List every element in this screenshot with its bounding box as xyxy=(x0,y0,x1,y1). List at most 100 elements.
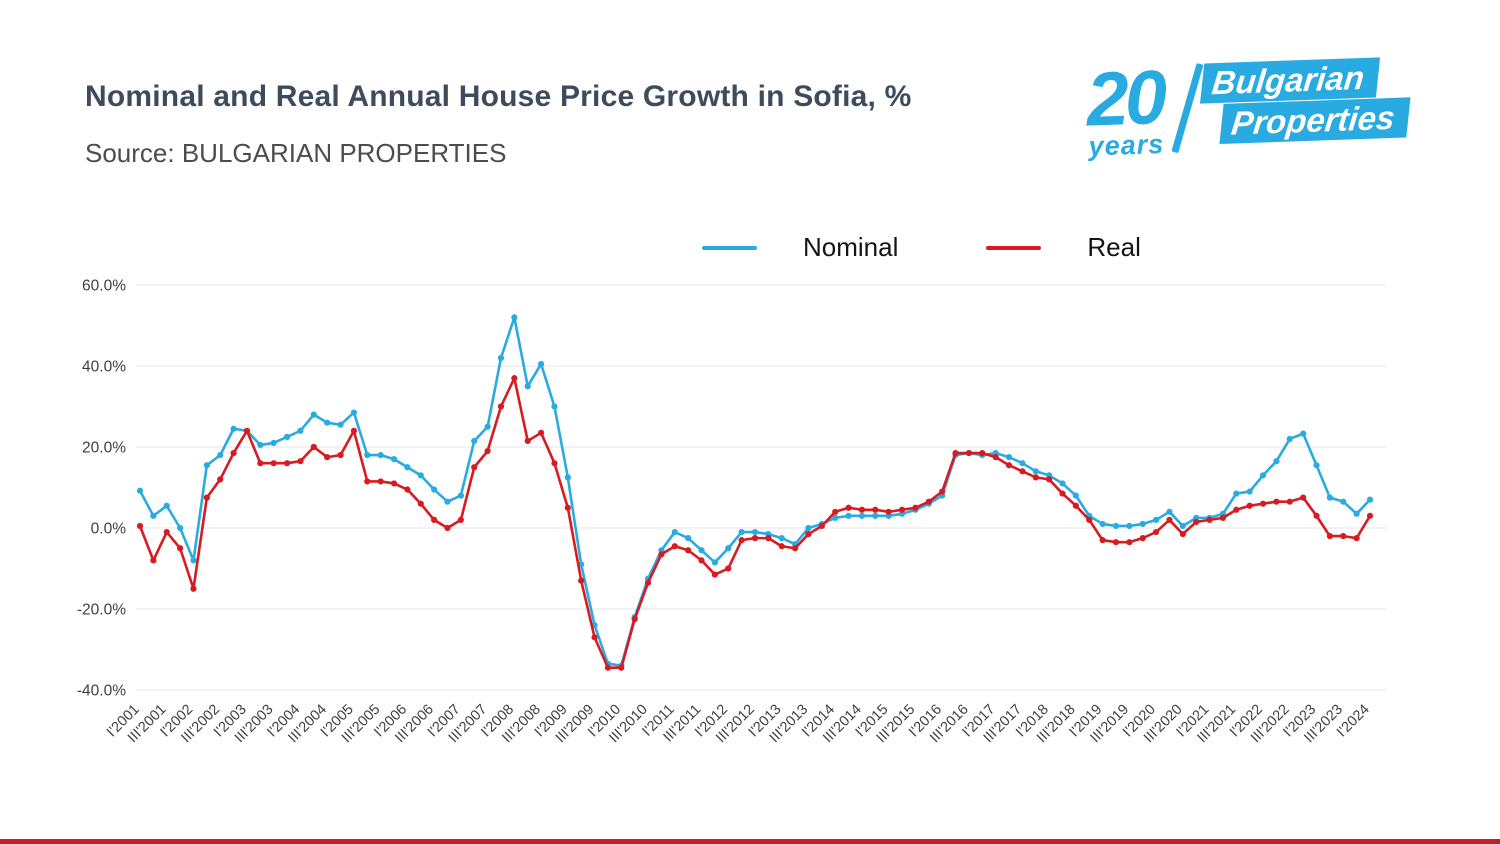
data-point-nominal xyxy=(1179,522,1186,530)
bottom-accent-bar xyxy=(0,839,1500,844)
y-tick-label: 60.0% xyxy=(82,278,126,295)
data-point-real xyxy=(230,449,237,457)
legend-item-real: Real xyxy=(986,232,1141,263)
data-point-real xyxy=(1005,462,1013,469)
data-point-real xyxy=(297,458,304,465)
data-point-nominal xyxy=(832,514,839,521)
data-point-nominal xyxy=(698,547,705,554)
data-point-real xyxy=(1233,506,1240,513)
data-point-real xyxy=(751,535,759,542)
data-point-real xyxy=(444,524,451,532)
data-point-real xyxy=(925,498,932,505)
data-point-nominal xyxy=(364,452,371,459)
data-point-nominal xyxy=(1032,468,1039,475)
data-point-nominal xyxy=(177,524,184,532)
data-point-real xyxy=(177,545,184,552)
data-point-real xyxy=(1353,535,1360,542)
data-point-nominal xyxy=(471,437,478,445)
data-point-real xyxy=(858,506,866,513)
data-point-real xyxy=(671,543,678,550)
data-point-real xyxy=(1340,533,1347,540)
data-point-real xyxy=(190,585,197,592)
series-line-nominal xyxy=(138,316,1372,668)
data-point-nominal xyxy=(1059,480,1066,487)
data-point-real xyxy=(1193,518,1200,526)
data-point-real xyxy=(685,547,692,554)
y-tick-label: -40.0% xyxy=(77,683,126,700)
data-point-real xyxy=(1179,530,1186,538)
data-point-real xyxy=(644,579,652,586)
page-title: Nominal and Real Annual House Price Grow… xyxy=(85,80,912,113)
data-point-real xyxy=(1273,498,1280,505)
logo-slash-icon xyxy=(1171,62,1204,154)
data-point-real xyxy=(564,504,571,511)
data-point-nominal xyxy=(1366,496,1374,503)
data-point-nominal xyxy=(270,439,277,447)
data-point-real xyxy=(1032,474,1039,481)
data-point-real xyxy=(872,506,879,513)
data-point-real xyxy=(1072,502,1079,509)
data-point-real xyxy=(885,508,892,515)
data-point-real xyxy=(604,664,612,671)
data-point-real xyxy=(163,528,170,536)
data-point-real xyxy=(1366,512,1374,519)
data-point-nominal xyxy=(1126,522,1133,530)
data-point-real xyxy=(738,537,745,544)
data-point-nominal xyxy=(511,314,518,321)
data-point-real xyxy=(1086,516,1093,523)
chart-svg: 60.0%40.0%20.0%0.0%-20.0%-40.0%I'2001III… xyxy=(77,278,1386,746)
data-point-real xyxy=(818,522,825,530)
logo-years-text: years xyxy=(1088,129,1165,162)
data-point-nominal xyxy=(1273,458,1280,465)
data-point-nominal xyxy=(203,462,210,469)
data-point-real xyxy=(1300,494,1307,501)
data-point-nominal xyxy=(497,354,505,361)
data-point-real xyxy=(1219,514,1227,521)
data-point-nominal xyxy=(537,360,545,368)
data-point-nominal xyxy=(858,512,866,519)
data-point-real xyxy=(324,454,331,461)
data-point-real xyxy=(310,443,317,451)
data-point-real xyxy=(217,476,224,483)
data-point-real xyxy=(377,478,384,485)
data-point-nominal xyxy=(417,472,424,479)
data-point-nominal xyxy=(1300,430,1307,437)
data-point-real xyxy=(270,460,277,467)
legend-item-nominal: Nominal xyxy=(702,232,898,263)
data-point-nominal xyxy=(738,528,745,536)
data-point-nominal xyxy=(190,557,197,564)
data-point-nominal xyxy=(1112,522,1120,530)
page-subtitle: Source: BULGARIAN PROPERTIES xyxy=(85,138,507,168)
logo-line1: Bulgarian xyxy=(1199,57,1381,104)
data-point-nominal xyxy=(564,474,571,481)
data-point-nominal xyxy=(163,502,170,509)
y-tick-label: 20.0% xyxy=(82,440,126,457)
logo-line2: Properties xyxy=(1219,97,1411,145)
logo-anniversary: 20 years xyxy=(1085,55,1166,163)
data-point-real xyxy=(992,454,999,461)
y-tick-label: 40.0% xyxy=(82,359,126,376)
data-point-real xyxy=(1246,502,1253,509)
data-point-real xyxy=(912,504,919,511)
brand-logo: 20 years Bulgarian Properties xyxy=(1085,54,1411,163)
data-point-nominal xyxy=(1019,460,1026,467)
data-point-nominal xyxy=(1152,516,1160,523)
data-point-real xyxy=(698,557,705,564)
data-point-nominal xyxy=(1166,508,1173,515)
data-point-real xyxy=(1046,476,1053,483)
data-point-real xyxy=(484,447,491,455)
data-point-nominal xyxy=(404,464,411,471)
chart-legend: Nominal Real xyxy=(702,232,1141,263)
data-point-real xyxy=(725,565,732,572)
data-point-nominal xyxy=(297,427,304,434)
data-point-real xyxy=(364,478,371,485)
data-point-real xyxy=(1313,512,1320,519)
data-point-real xyxy=(350,427,358,434)
data-point-real xyxy=(845,504,852,511)
data-point-nominal xyxy=(751,528,759,536)
data-point-real xyxy=(792,545,799,552)
data-point-nominal xyxy=(778,535,785,542)
data-point-nominal xyxy=(551,403,558,410)
data-point-nominal xyxy=(872,512,879,519)
data-point-nominal xyxy=(324,419,331,426)
